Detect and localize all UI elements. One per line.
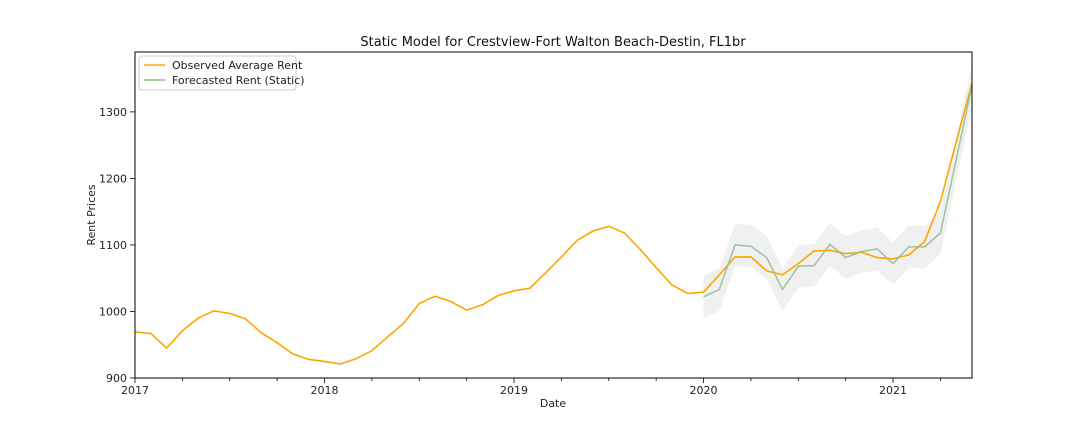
y-tick-label: 1300 xyxy=(99,106,127,119)
legend-box xyxy=(138,55,297,91)
x-axis: 2017 2018 2019 2020 2021 xyxy=(121,378,941,397)
observed-average-rent-line xyxy=(134,83,973,365)
legend-label-observed: Observed Average Rent xyxy=(172,59,303,72)
legend-label-forecast: Forecasted Rent (Static) xyxy=(172,74,305,87)
y-tick-label: 1100 xyxy=(99,239,127,252)
y-axis-label: Rent Prices xyxy=(85,184,98,246)
plot-frame xyxy=(134,51,973,379)
x-tick-label: 2020 xyxy=(690,384,718,397)
y-tick-label: 1200 xyxy=(99,172,127,185)
y-tick-label: 900 xyxy=(106,372,127,385)
series-layer xyxy=(134,83,973,365)
confidence-band-1 xyxy=(703,64,972,319)
x-tick-label: 2021 xyxy=(879,384,907,397)
confidence-band-layer xyxy=(703,64,972,319)
y-tick-label: 1000 xyxy=(99,305,127,318)
plot-area xyxy=(135,52,972,378)
x-tick-label: 2017 xyxy=(121,384,149,397)
x-axis-label: Date xyxy=(540,397,567,410)
x-tick-label: 2018 xyxy=(311,384,339,397)
chart-title: Static Model for Crestview-Fort Walton B… xyxy=(360,35,746,50)
y-axis: 900 1000 1100 1200 1300 xyxy=(99,106,135,385)
x-tick-label: 2019 xyxy=(500,384,528,397)
forecasted-rent-static-line xyxy=(703,85,973,298)
legend: Observed Average Rent Forecasted Rent (S… xyxy=(138,55,305,91)
